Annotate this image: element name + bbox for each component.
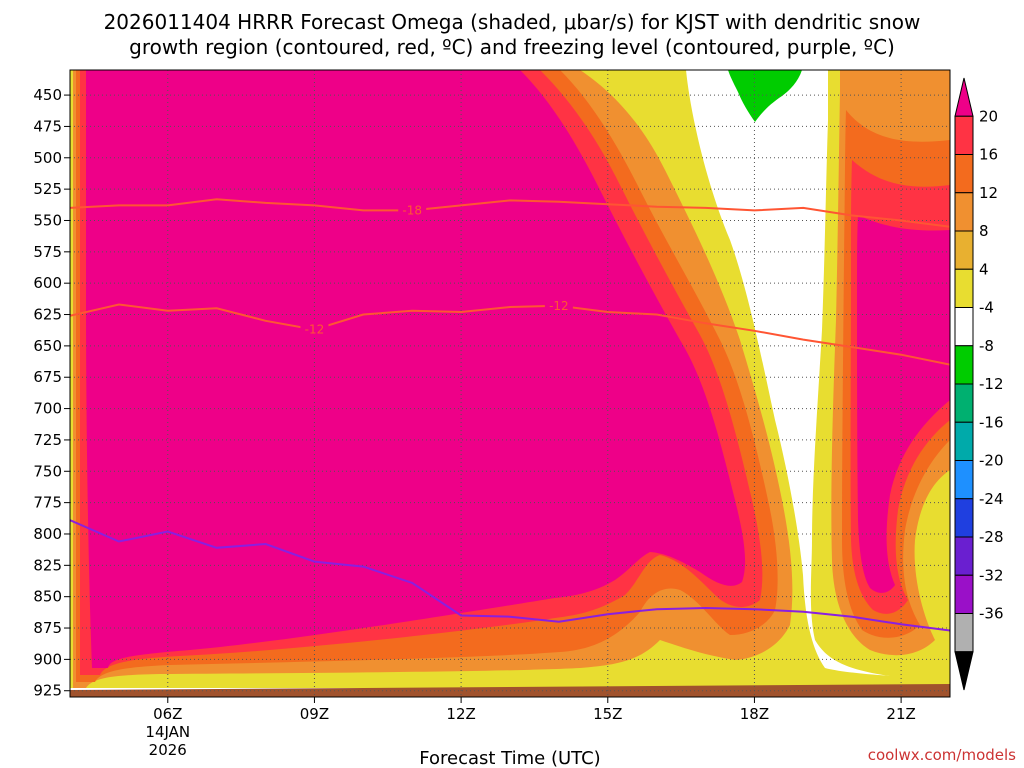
colorbar-label-8: 8 xyxy=(979,222,989,240)
x-tick-label-15Z: 15Z xyxy=(593,705,622,723)
plot-area: -18 -12 -12 xyxy=(70,70,950,697)
x-tick-year: 2026 xyxy=(149,741,187,759)
colorbar-label--36: -36 xyxy=(979,605,1004,623)
x-tick-label-12Z: 12Z xyxy=(446,705,475,723)
colorbar-swatch xyxy=(954,460,974,500)
colorbar-label--24: -24 xyxy=(979,490,1004,508)
contour-label-bg xyxy=(544,297,573,312)
y-tick-label-675: 675 xyxy=(33,368,62,386)
y-tick-label-625: 625 xyxy=(33,306,62,324)
colorbar-swatch xyxy=(954,574,974,614)
y-tick-label-600: 600 xyxy=(33,274,62,292)
y-tick-label-725: 725 xyxy=(33,431,62,449)
y-tick-label-925: 925 xyxy=(33,682,62,700)
credit-text: coolwx.com/models xyxy=(868,746,1016,764)
colorbar-label--32: -32 xyxy=(979,566,1004,584)
contour-line--18 xyxy=(70,198,950,228)
y-tick-label-775: 775 xyxy=(33,494,62,512)
colorbar-label--28: -28 xyxy=(979,528,1004,546)
y-tick-label-900: 900 xyxy=(33,650,62,668)
colorbar-swatch xyxy=(954,536,974,576)
contour-label--18: -18 xyxy=(402,203,422,217)
colorbar-swatch xyxy=(954,154,974,194)
omega-fill-gt20 xyxy=(86,70,746,668)
y-tick-label-500: 500 xyxy=(33,149,62,167)
plot-frame xyxy=(69,69,951,698)
colorbar-label--20: -20 xyxy=(979,452,1004,470)
colorbar-label-4: 4 xyxy=(979,260,989,278)
y-tick-label-525: 525 xyxy=(33,180,62,198)
colorbar-swatch xyxy=(954,498,974,538)
colorbar-top-arrow xyxy=(954,77,974,117)
contour-label--12: -12 xyxy=(549,299,569,313)
chart-title-line2: growth region (contoured, red, ºC) and f… xyxy=(129,35,895,59)
colorbar-label--16: -16 xyxy=(979,413,1004,431)
omega-fill-gt20-right xyxy=(857,215,950,593)
colorbar-swatch xyxy=(954,383,974,423)
colorbar-label-16: 16 xyxy=(979,146,998,164)
contour-label-bg xyxy=(300,321,329,336)
y-tick-label-850: 850 xyxy=(33,588,62,606)
x-tick-label-21Z: 21Z xyxy=(886,705,915,723)
colorbar-swatch xyxy=(954,115,974,155)
x-axis-label: Forecast Time (UTC) xyxy=(419,748,600,768)
colorbar-bottom-arrow xyxy=(954,651,974,691)
chart-title-line1: 2026011404 HRRR Forecast Omega (shaded, … xyxy=(104,10,921,34)
colorbar-swatch xyxy=(954,613,974,653)
y-tick-label-825: 825 xyxy=(33,556,62,574)
y-tick-label-550: 550 xyxy=(33,211,62,229)
x-tick-label-09Z: 09Z xyxy=(300,705,329,723)
y-tick-label-650: 650 xyxy=(33,337,62,355)
x-tick-label-06Z: 06Z xyxy=(153,705,182,723)
y-axis: 450 475 500 525 550 575 600 625 650 675 700 725 750 7… xyxy=(33,86,70,700)
colorbar-label--4: -4 xyxy=(979,299,994,317)
y-tick-label-750: 750 xyxy=(33,462,62,480)
y-tick-label-800: 800 xyxy=(33,525,62,543)
colorbar-swatch xyxy=(954,307,974,347)
colorbar-swatch xyxy=(954,192,974,232)
y-tick-label-700: 700 xyxy=(33,400,62,418)
colorbar: 20 16 12 8 4 -4 -8 -12 -16 -20 -24 -28 -32 -36 xyxy=(954,77,1004,691)
x-tick-label-18Z: 18Z xyxy=(740,705,769,723)
contour-label--12: -12 xyxy=(305,323,325,337)
y-tick-label-575: 575 xyxy=(33,243,62,261)
omega-fill-negative xyxy=(686,70,828,235)
gridlines xyxy=(70,70,950,697)
y-tick-label-450: 450 xyxy=(33,86,62,104)
colorbar-swatch xyxy=(954,345,974,385)
y-tick-label-475: 475 xyxy=(33,117,62,135)
contour-label-bg xyxy=(398,202,427,217)
contours: -18 -12 -12 xyxy=(70,198,950,632)
omega-fill-gt-minus8 xyxy=(728,70,802,122)
colorbar-label-20: 20 xyxy=(979,107,998,125)
colorbar-swatch xyxy=(954,230,974,270)
colorbar-label--8: -8 xyxy=(979,337,994,355)
contour-line-freezing-level xyxy=(70,519,950,632)
contour-line--12 xyxy=(70,303,950,366)
colorbar-swatch xyxy=(954,421,974,461)
colorbar-label--12: -12 xyxy=(979,375,1004,393)
x-tick-date: 14JAN xyxy=(145,723,190,741)
colorbar-label-12: 12 xyxy=(979,184,998,202)
colorbar-swatch xyxy=(954,268,974,308)
y-tick-label-875: 875 xyxy=(33,619,62,637)
